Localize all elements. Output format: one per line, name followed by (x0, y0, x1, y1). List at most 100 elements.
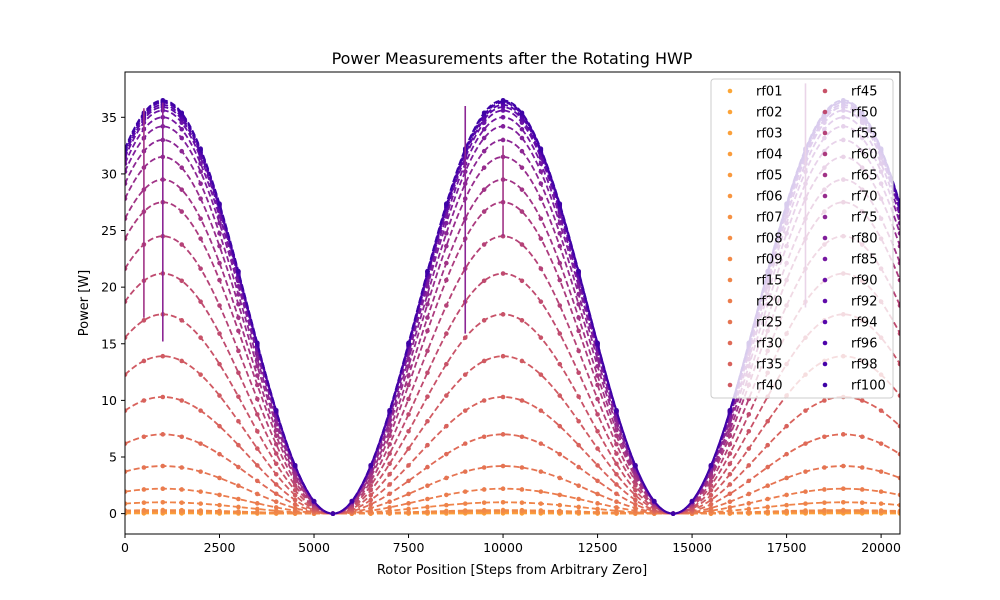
data-point (236, 496, 241, 502)
legend-item-rf02: rf02 (727, 106, 782, 121)
data-point (273, 491, 279, 497)
data-point (125, 169, 128, 174)
data-point (160, 432, 166, 437)
data-point (292, 497, 298, 503)
data-point (765, 504, 770, 510)
data-point (236, 442, 241, 448)
data-point (576, 370, 581, 376)
data-point (576, 418, 581, 424)
legend-marker (727, 109, 733, 115)
data-point (179, 278, 185, 284)
data-point (236, 315, 241, 320)
data-point (859, 465, 865, 470)
data-point (538, 266, 544, 271)
data-point (160, 499, 166, 505)
data-point (897, 260, 900, 266)
legend-marker (822, 193, 828, 199)
data-point (255, 509, 260, 515)
data-point (784, 502, 789, 508)
x-tick-label: 12500 (578, 540, 618, 555)
data-point (500, 137, 506, 143)
data-point (217, 201, 222, 206)
data-point (255, 478, 260, 484)
data-point (481, 358, 487, 364)
data-point (273, 471, 279, 477)
data-point (236, 302, 241, 307)
data-point (406, 428, 411, 434)
data-point (444, 331, 449, 336)
data-point (557, 492, 563, 498)
data-point (500, 394, 506, 400)
legend: rf01 rf02 rf03 rf04 rf05 rf06 rf07 rf08 rf09 rf15… (710, 78, 894, 399)
legend-marker (822, 256, 828, 262)
legend-marker (727, 214, 733, 220)
data-point (481, 434, 487, 440)
data-point (236, 418, 241, 424)
legend-item-rf08: rf08 (727, 232, 782, 247)
x-tick-label: 10000 (483, 540, 523, 555)
data-point (368, 502, 374, 507)
x-tick-label: 7500 (393, 540, 425, 555)
data-point (897, 492, 900, 498)
legend-marker (822, 109, 828, 115)
data-point (292, 502, 298, 507)
data-point (557, 214, 563, 219)
legend-item-rf06: rf06 (727, 190, 782, 205)
data-point (406, 396, 411, 402)
data-point (746, 501, 752, 506)
data-point (727, 482, 733, 487)
legend-marker (727, 88, 733, 94)
y-tick-label: 35 (101, 110, 117, 125)
data-point (614, 499, 619, 505)
data-point (255, 382, 260, 388)
data-point (125, 181, 128, 186)
data-point (217, 277, 222, 283)
data-point (595, 501, 600, 506)
data-point (538, 441, 544, 446)
data-point (125, 335, 128, 340)
data-point (179, 398, 185, 403)
legend-item-rf94: rf94 (822, 316, 877, 331)
data-point (425, 268, 430, 274)
data-point (481, 165, 487, 170)
data-point (784, 508, 789, 514)
legend-item-rf60: rf60 (822, 148, 877, 163)
data-point (538, 146, 544, 151)
data-point (217, 220, 222, 226)
data-point (444, 475, 449, 481)
x-tick-label: 2500 (204, 540, 236, 555)
data-point (160, 98, 166, 103)
data-point (765, 442, 770, 448)
data-point (727, 461, 733, 467)
data-point (595, 478, 600, 484)
data-point (198, 489, 203, 494)
data-point (160, 486, 166, 492)
data-point (255, 446, 260, 451)
legend-item-rf09: rf09 (727, 253, 782, 268)
data-point (651, 498, 657, 504)
data-point (614, 471, 619, 477)
legend-item-rf05: rf05 (727, 169, 782, 184)
data-point (198, 216, 203, 221)
data-point (614, 505, 619, 510)
data-point (897, 331, 900, 336)
legend-label: rf35 (756, 358, 782, 373)
data-point (330, 511, 336, 516)
legend-label: rf15 (756, 274, 782, 289)
data-point (519, 487, 525, 492)
data-point (500, 432, 506, 437)
data-point (481, 110, 487, 116)
data-point (406, 356, 411, 362)
series-line-rf09 (125, 509, 900, 515)
data-point (708, 462, 714, 468)
data-point (519, 135, 525, 141)
legend-item-rf20: rf20 (727, 295, 782, 310)
data-point (236, 348, 241, 354)
data-point (822, 434, 827, 440)
data-point (160, 353, 166, 359)
data-point (822, 398, 827, 403)
data-point (273, 461, 279, 467)
data-point (368, 505, 374, 511)
data-point (406, 501, 411, 506)
data-point (217, 423, 222, 429)
